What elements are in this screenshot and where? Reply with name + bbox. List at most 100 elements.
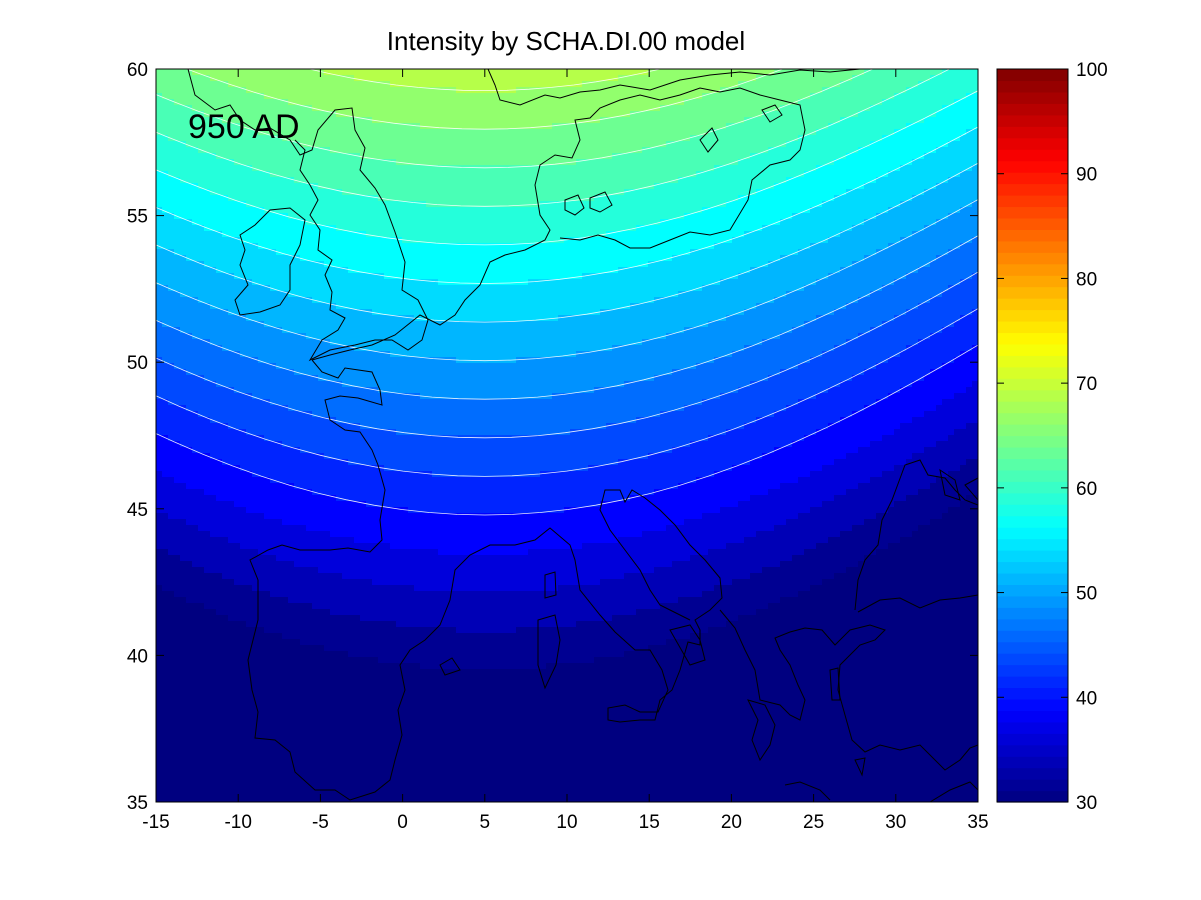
colorbar-band bbox=[997, 698, 1068, 711]
colorbar-band bbox=[997, 515, 1068, 528]
colorbar-frame bbox=[996, 68, 1069, 803]
colorbar-tick-label: 50 bbox=[1076, 584, 1097, 605]
colorbar-band bbox=[997, 630, 1068, 643]
coastline bbox=[747, 699, 776, 762]
colorbar-band bbox=[997, 561, 1068, 574]
colorbar-band bbox=[997, 412, 1068, 425]
colorbar-band bbox=[997, 550, 1068, 563]
colorbar-tick-label: 90 bbox=[1076, 165, 1097, 186]
x-tick-label: -5 bbox=[312, 812, 329, 833]
coastline bbox=[939, 468, 961, 501]
colorbar-band bbox=[997, 298, 1068, 311]
coastline bbox=[487, 69, 861, 106]
colorbar-band bbox=[997, 653, 1068, 666]
map-plot-area: -15 -10 -5 0 5 10 15 20 25 30 35 35 40 45 50 55 60 950 … bbox=[0, 0, 1201, 833]
colorbar-band bbox=[997, 469, 1068, 482]
colorbar-band bbox=[997, 595, 1068, 608]
colorbar-band bbox=[997, 355, 1068, 368]
coastline bbox=[589, 191, 613, 213]
colorbar-band bbox=[997, 80, 1068, 93]
coastline bbox=[311, 87, 806, 361]
colorbar-band bbox=[997, 687, 1068, 700]
colorbar-band bbox=[997, 584, 1068, 597]
colorbar-band bbox=[997, 401, 1068, 414]
coastline bbox=[699, 127, 719, 153]
coastline bbox=[854, 459, 978, 611]
coastline bbox=[964, 477, 978, 501]
y-tick-label: 40 bbox=[127, 646, 148, 667]
x-tick-label: 15 bbox=[639, 812, 660, 833]
colorbar-band bbox=[997, 240, 1068, 253]
colorbar-band bbox=[997, 446, 1068, 460]
colorbar-band bbox=[997, 286, 1068, 299]
colorbar-band bbox=[997, 229, 1068, 242]
y-tick-label: 50 bbox=[127, 353, 148, 374]
colorbar-band bbox=[997, 756, 1068, 769]
colorbar-band bbox=[997, 91, 1068, 104]
x-tick-label: -10 bbox=[224, 812, 251, 833]
coastline bbox=[234, 207, 306, 316]
colorbar-band bbox=[997, 252, 1068, 265]
colorbar-band bbox=[997, 664, 1068, 677]
colorbar-tick-label: 60 bbox=[1076, 479, 1097, 500]
x-tick-label: 10 bbox=[556, 812, 577, 833]
coastline bbox=[761, 104, 783, 123]
coastline bbox=[854, 757, 866, 777]
colorbar-band bbox=[997, 69, 1068, 82]
colorbar-band bbox=[997, 172, 1068, 185]
coastline bbox=[829, 667, 841, 701]
coastline bbox=[929, 781, 978, 802]
coastline bbox=[719, 609, 978, 771]
colorbar-band bbox=[997, 458, 1068, 471]
colorbar-band bbox=[997, 206, 1068, 219]
coastlines bbox=[187, 69, 978, 802]
x-tick-label: 20 bbox=[721, 812, 742, 833]
x-tick-label: 35 bbox=[967, 812, 988, 833]
x-tick-label: 5 bbox=[480, 812, 491, 833]
x-tick-label: 0 bbox=[397, 812, 408, 833]
colorbar-band bbox=[997, 618, 1068, 631]
colorbar-band bbox=[997, 332, 1068, 345]
colorbar-band bbox=[997, 309, 1068, 322]
colorbar-band bbox=[997, 263, 1068, 276]
colorbar-band bbox=[997, 492, 1068, 505]
x-tick-label: 30 bbox=[885, 812, 906, 833]
colorbar-band bbox=[997, 389, 1068, 402]
coastline bbox=[544, 571, 557, 599]
colorbar-band bbox=[997, 676, 1068, 689]
colorbar-band bbox=[997, 790, 1068, 803]
epoch-label: 950 AD bbox=[188, 108, 300, 146]
coastline bbox=[439, 657, 461, 676]
x-axis: -15 -10 -5 0 5 10 15 20 25 30 35 bbox=[142, 69, 989, 833]
colorbar-band bbox=[997, 572, 1068, 585]
colorbar-band bbox=[997, 710, 1068, 723]
colorbar-band bbox=[997, 103, 1068, 116]
colorbar-band bbox=[997, 194, 1068, 208]
coastline bbox=[247, 359, 723, 801]
y-tick-label: 55 bbox=[127, 207, 148, 228]
colorbar-ticks: 30 40 50 60 70 80 90 100 bbox=[997, 60, 1108, 814]
coastline bbox=[669, 624, 706, 666]
colorbar-band bbox=[997, 114, 1068, 127]
colorbar-band bbox=[997, 504, 1068, 517]
colorbar-tick-label: 80 bbox=[1076, 269, 1097, 290]
coastline bbox=[187, 69, 429, 362]
colorbar-scale bbox=[997, 69, 1068, 803]
coastline bbox=[564, 194, 585, 216]
colorbar-band bbox=[997, 527, 1068, 540]
contour-line bbox=[0, 0, 1201, 13]
colorbar-band bbox=[997, 779, 1068, 792]
colorbar-band bbox=[997, 424, 1068, 437]
y-tick-label: 45 bbox=[127, 500, 148, 521]
colorbar-band bbox=[997, 641, 1068, 654]
y-tick-label: 60 bbox=[127, 60, 148, 81]
x-tick-label: 25 bbox=[803, 812, 824, 833]
colorbar-band bbox=[997, 137, 1068, 150]
y-tick-label: 35 bbox=[127, 793, 148, 814]
colorbar-tick-label: 40 bbox=[1076, 688, 1097, 709]
colorbar-band bbox=[997, 607, 1068, 620]
colorbar-band bbox=[997, 126, 1068, 139]
x-tick-label: -15 bbox=[142, 812, 169, 833]
colorbar-tick-label: 70 bbox=[1076, 374, 1097, 395]
